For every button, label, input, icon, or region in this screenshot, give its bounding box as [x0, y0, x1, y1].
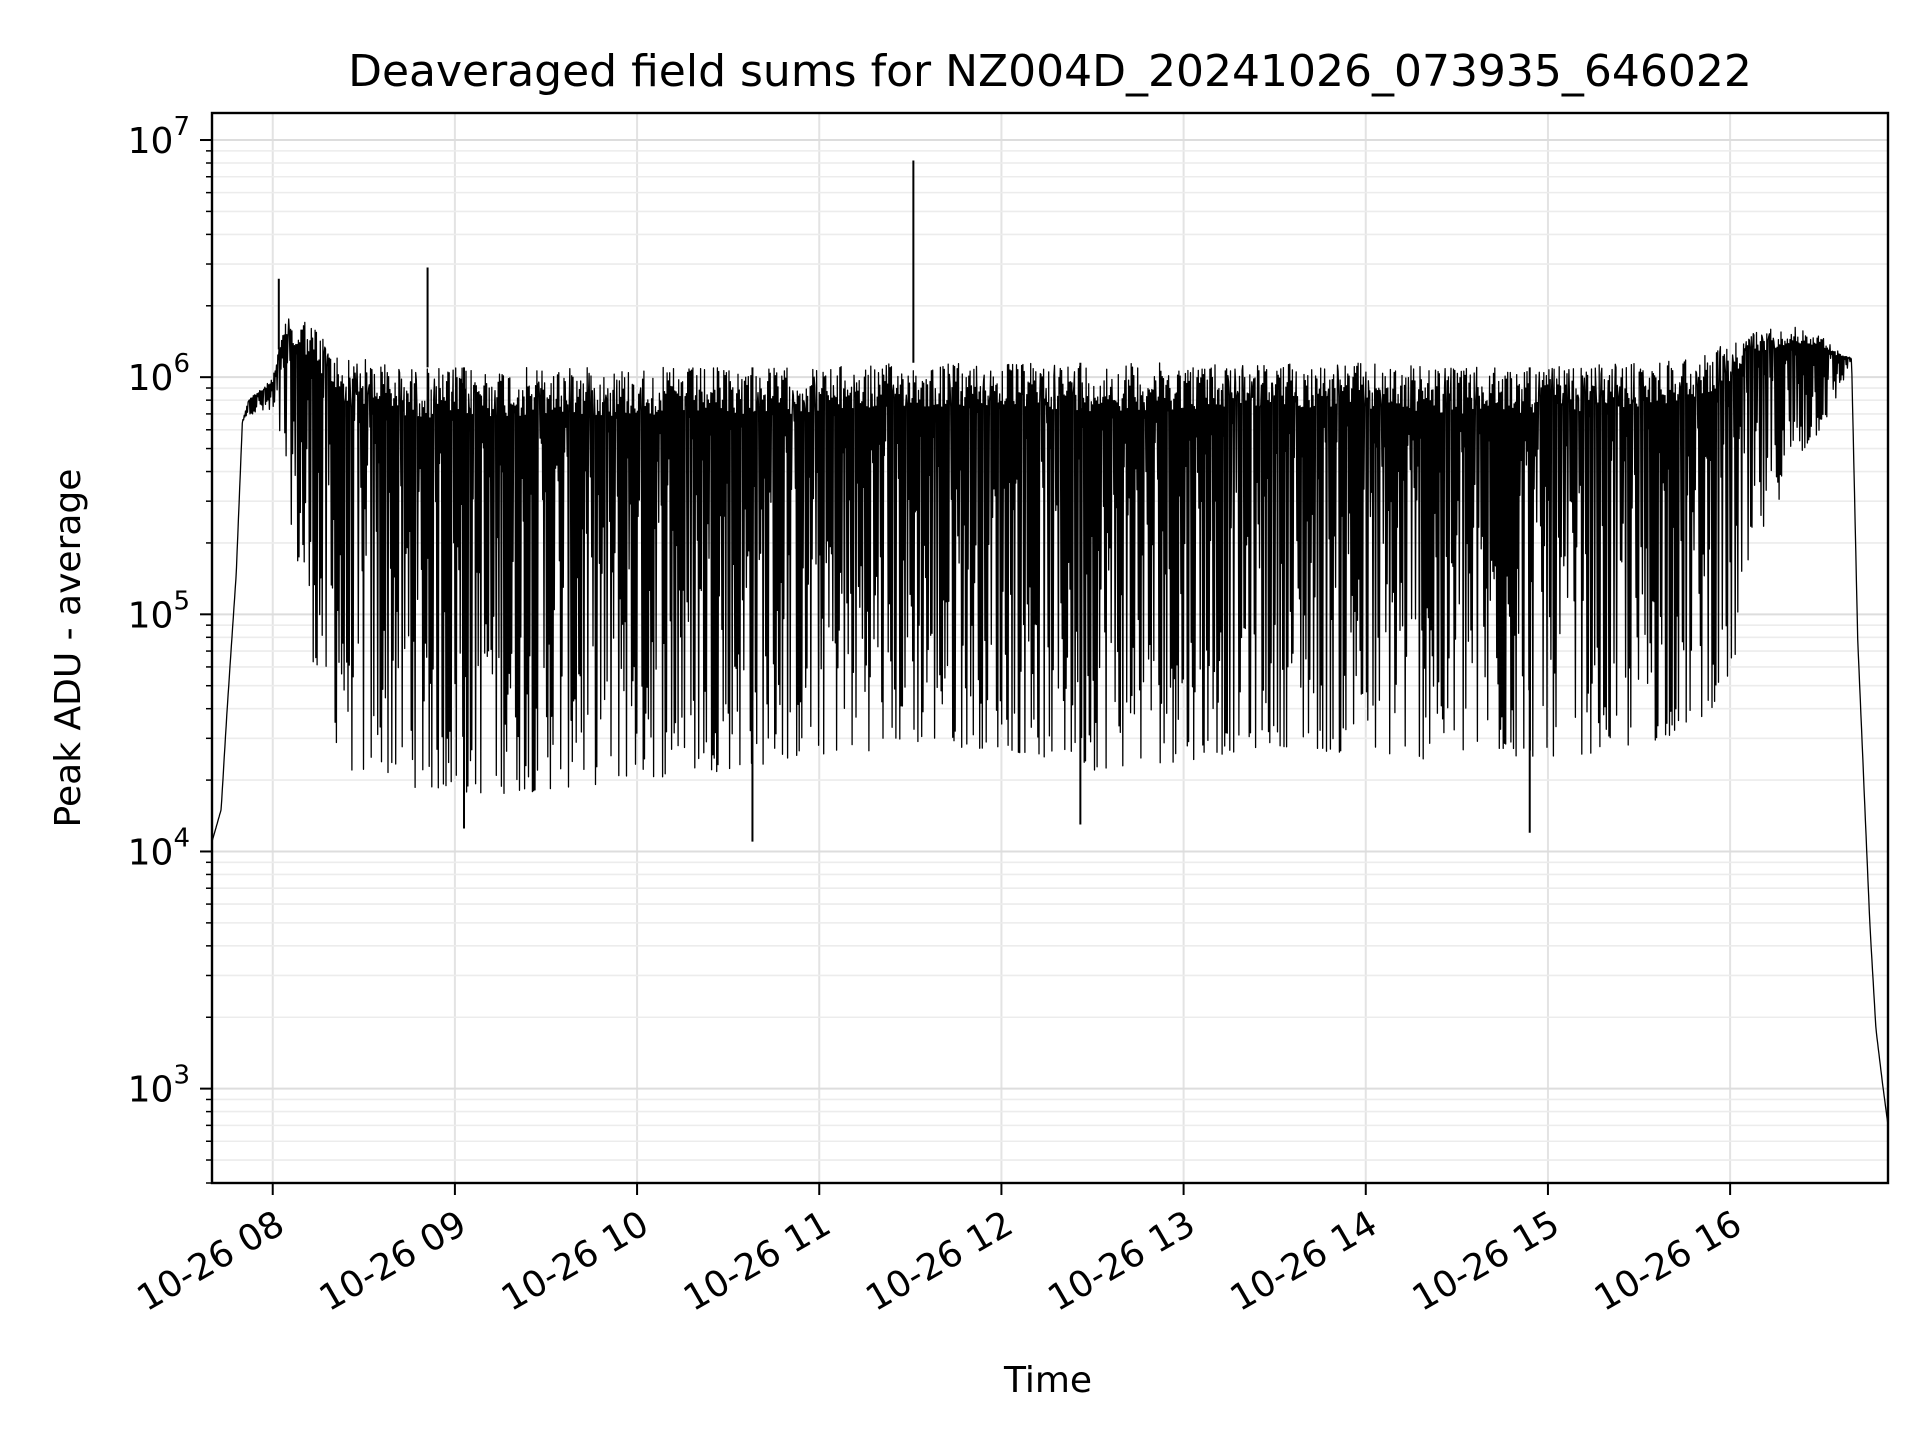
chart-title: Deaveraged field sums for NZ004D_2024102…: [348, 46, 1752, 97]
y-tick-label: 107: [128, 112, 190, 162]
y-tick-label: 106: [128, 349, 190, 399]
data-series: [211, 160, 1889, 1126]
y-tick-label: 104: [128, 823, 190, 873]
y-tick-label: 105: [128, 586, 190, 636]
y-axis: 103 104 105 106 107: [128, 112, 212, 1184]
series-line: [211, 318, 1889, 1126]
y-tick-label: 103: [128, 1061, 190, 1111]
x-axis-label: Time: [1003, 1360, 1092, 1401]
plot-frame: [210, 111, 1890, 1185]
y-axis-label: Peak ADU - average: [48, 469, 89, 828]
